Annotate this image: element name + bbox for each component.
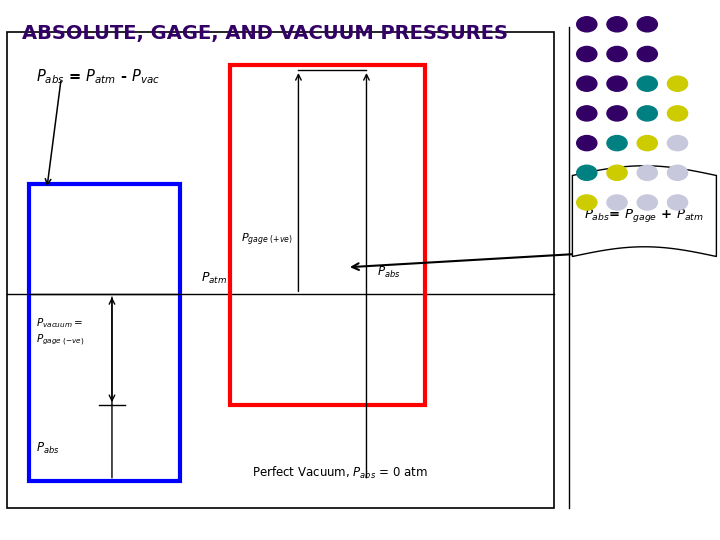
Circle shape [607,106,627,121]
Text: $P_{gage\ (+ve)}$: $P_{gage\ (+ve)}$ [241,232,293,248]
Text: $P_{abs}$: $P_{abs}$ [36,441,60,456]
Circle shape [577,195,597,210]
Circle shape [577,106,597,121]
Circle shape [637,46,657,62]
Text: $P_{atm}$: $P_{atm}$ [201,271,227,286]
Circle shape [667,76,688,91]
Circle shape [607,136,627,151]
Text: $P_{abs}$ = $P_{atm}$ - $P_{vac}$: $P_{abs}$ = $P_{atm}$ - $P_{vac}$ [36,68,161,86]
Circle shape [637,17,657,32]
Text: $P_{vacuum}=$
$P_{gage\ (-ve)}$: $P_{vacuum}=$ $P_{gage\ (-ve)}$ [36,316,85,348]
Text: Perfect Vacuum, $P_{abs}$ = 0 atm: Perfect Vacuum, $P_{abs}$ = 0 atm [252,464,428,481]
Circle shape [577,17,597,32]
Circle shape [637,136,657,151]
Circle shape [607,165,627,180]
Circle shape [637,106,657,121]
Bar [230,65,425,405]
Circle shape [667,165,688,180]
Circle shape [637,195,657,210]
Circle shape [637,76,657,91]
Circle shape [667,106,688,121]
Circle shape [667,195,688,210]
Text: $P_{abs}$: $P_{abs}$ [377,265,401,280]
Circle shape [607,17,627,32]
Bar [7,32,554,508]
Text: $P_{abs}$= $P_{gage}$ + $P_{atm}$: $P_{abs}$= $P_{gage}$ + $P_{atm}$ [585,207,704,225]
Bar [29,184,180,481]
Circle shape [577,165,597,180]
Circle shape [577,136,597,151]
Circle shape [637,165,657,180]
Text: ABSOLUTE, GAGE, AND VACUUM PRESSURES: ABSOLUTE, GAGE, AND VACUUM PRESSURES [22,24,508,43]
Circle shape [577,46,597,62]
Circle shape [607,76,627,91]
Circle shape [667,136,688,151]
Circle shape [577,76,597,91]
Circle shape [607,46,627,62]
Circle shape [607,195,627,210]
Polygon shape [572,166,716,256]
